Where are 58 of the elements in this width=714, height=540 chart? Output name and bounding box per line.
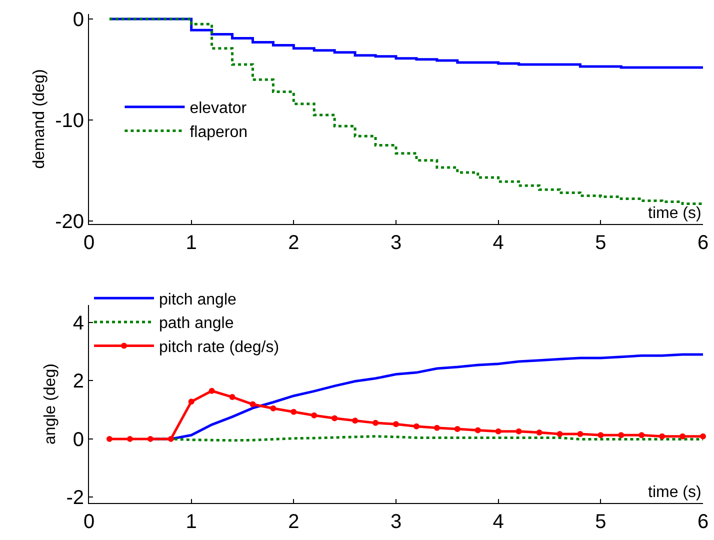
point (147, 436, 154, 442)
point (577, 430, 584, 437)
point (680, 433, 686, 440)
point (556, 430, 563, 437)
point (474, 427, 481, 434)
point (290, 408, 297, 415)
point (598, 432, 604, 438)
x-tick-label: 6 (697, 511, 709, 533)
y-tick-label: -2 (66, 487, 84, 510)
point (536, 430, 542, 436)
point (434, 424, 440, 431)
y-tick-label: -20 (55, 210, 84, 233)
point (638, 432, 645, 438)
x-tick-label: 1 (186, 511, 197, 533)
x-tick-label: 2 (288, 232, 300, 254)
y-tick-label: 2 (72, 370, 84, 393)
x-tick-label: 5 (595, 232, 606, 254)
point (618, 432, 624, 438)
point (106, 436, 112, 442)
y-tick-label: 0 (72, 428, 84, 451)
x-tick-label: 2 (288, 511, 300, 533)
point (208, 388, 215, 394)
legend-label: pitch rate (deg/s) (159, 338, 280, 356)
point (393, 421, 399, 428)
point (516, 428, 522, 434)
point (168, 436, 174, 442)
point (188, 398, 194, 405)
point (659, 433, 666, 440)
y-tick-label: 0 (72, 9, 84, 32)
point (454, 426, 460, 432)
x-tick-label: 3 (390, 511, 402, 533)
y-axis-title: angle (deg) (42, 364, 60, 444)
legend-label: elevator (190, 100, 248, 118)
x-tick-label: 5 (595, 511, 606, 533)
point (413, 423, 420, 430)
point (311, 412, 318, 418)
point (372, 420, 379, 426)
point (352, 418, 358, 424)
point (250, 401, 256, 408)
x-tick-label: 3 (390, 232, 402, 254)
point (126, 436, 133, 442)
x-tick-label: 4 (492, 232, 504, 254)
point (495, 428, 502, 434)
x-axis-title: time (s) (648, 205, 702, 222)
x-tick-label: 4 (492, 511, 504, 533)
y-tick-label: 4 (72, 312, 84, 334)
point (229, 394, 236, 400)
point (700, 433, 706, 440)
x-axis-title: time (s) (648, 484, 702, 501)
x-tick-label: 1 (186, 232, 197, 254)
point (270, 405, 276, 412)
legend-label: pitch angle (159, 291, 236, 308)
x-tick-label: 6 (697, 232, 709, 254)
y-tick-label: -10 (55, 110, 84, 132)
legend-label: path angle (159, 315, 234, 332)
point (332, 415, 338, 422)
legend-label: flaperon (190, 124, 248, 141)
y-axis-title: demand (deg) (30, 69, 48, 169)
